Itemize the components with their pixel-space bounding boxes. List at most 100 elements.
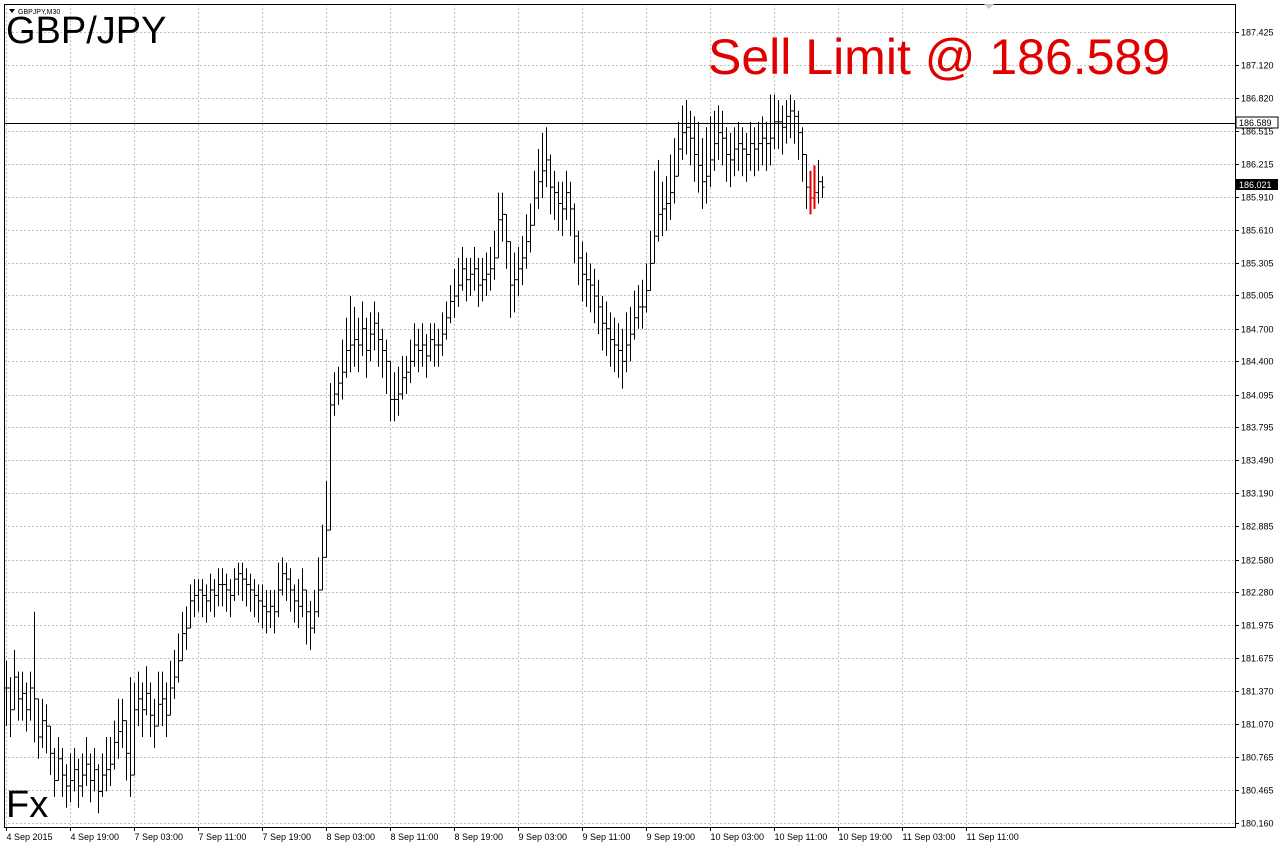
ohlc-bar[interactable] <box>24 682 29 732</box>
ohlc-bar[interactable] <box>572 203 577 264</box>
ohlc-bar[interactable] <box>764 121 769 171</box>
ohlc-bar[interactable] <box>668 154 673 220</box>
ohlc-bar[interactable] <box>608 312 613 367</box>
ohlc-bar[interactable] <box>36 698 41 759</box>
ohlc-bar[interactable] <box>660 181 665 237</box>
ohlc-bar[interactable] <box>392 372 397 422</box>
ohlc-bar[interactable] <box>488 247 493 291</box>
ohlc-bar[interactable] <box>528 203 533 253</box>
ohlc-bar[interactable] <box>364 317 369 378</box>
ohlc-bar[interactable] <box>180 611 185 662</box>
ohlc-bar[interactable] <box>536 149 541 209</box>
ohlc-bar[interactable] <box>148 682 153 737</box>
ohlc-bar[interactable] <box>260 584 265 629</box>
ohlc-bar[interactable] <box>144 666 149 716</box>
ohlc-bar[interactable] <box>656 159 661 242</box>
ohlc-bar[interactable] <box>280 557 285 596</box>
ohlc-bar[interactable] <box>88 753 93 803</box>
ohlc-bar[interactable] <box>356 317 361 373</box>
ohlc-bar[interactable] <box>376 312 381 367</box>
ohlc-bar[interactable] <box>208 573 213 612</box>
ohlc-bar[interactable] <box>404 355 409 395</box>
ohlc-bar[interactable] <box>460 247 465 291</box>
ohlc-bar[interactable] <box>56 736 61 782</box>
ohlc-bar[interactable] <box>288 568 293 612</box>
ohlc-bar[interactable] <box>616 323 621 378</box>
ohlc-bar[interactable] <box>800 127 805 182</box>
ohlc-bar[interactable] <box>716 105 721 160</box>
price-axis[interactable]: 187.425 187.120 186.820 186.515 186.215 185.9… <box>1235 28 1274 829</box>
ohlc-bar[interactable] <box>752 127 757 177</box>
ohlc-bar[interactable] <box>164 682 169 737</box>
ohlc-bar[interactable] <box>72 747 77 792</box>
ohlc-bar[interactable] <box>192 579 197 618</box>
ohlc-bar[interactable] <box>500 192 505 242</box>
ohlc-bar[interactable] <box>516 247 521 297</box>
ohlc-bar[interactable] <box>76 758 81 808</box>
ohlc-bar[interactable] <box>808 170 813 215</box>
ohlc-bar[interactable] <box>284 562 289 601</box>
ohlc-bar[interactable] <box>524 214 529 269</box>
ohlc-bar[interactable] <box>220 568 225 607</box>
ohlc-bar[interactable] <box>268 590 273 629</box>
ohlc-bar[interactable] <box>84 736 89 786</box>
ohlc-bar[interactable] <box>160 671 165 727</box>
ohlc-bar[interactable] <box>156 671 161 727</box>
ohlc-bar[interactable] <box>732 127 737 177</box>
ohlc-bar[interactable] <box>228 579 233 618</box>
ohlc-bar[interactable] <box>476 257 481 307</box>
ohlc-bar[interactable] <box>44 704 49 754</box>
chart-header[interactable]: GBPJPY,M30 <box>9 9 60 16</box>
ohlc-bar[interactable] <box>444 301 449 340</box>
ohlc-bar[interactable] <box>176 633 181 683</box>
ohlc-bar[interactable] <box>724 127 729 182</box>
ohlc-bar[interactable] <box>412 323 417 367</box>
ohlc-bar[interactable] <box>200 579 205 618</box>
ohlc-bar[interactable] <box>240 562 245 601</box>
ohlc-bars[interactable] <box>4 94 825 814</box>
ohlc-bar[interactable] <box>64 764 69 808</box>
ohlc-bar[interactable] <box>564 170 569 220</box>
ohlc-bar[interactable] <box>328 383 333 531</box>
ohlc-bar[interactable] <box>396 366 401 416</box>
ohlc-bar[interactable] <box>304 589 309 645</box>
ohlc-bar[interactable] <box>136 671 141 727</box>
ohlc-bar[interactable] <box>428 323 433 362</box>
ohlc-bar[interactable] <box>272 590 277 634</box>
ohlc-bar[interactable] <box>232 568 237 601</box>
ohlc-bar[interactable] <box>672 138 677 204</box>
ohlc-bar[interactable] <box>696 121 701 193</box>
ohlc-bar[interactable] <box>448 285 453 324</box>
ohlc-bar[interactable] <box>636 285 641 329</box>
ohlc-bar[interactable] <box>720 110 725 166</box>
ohlc-bar[interactable] <box>600 296 605 351</box>
ohlc-bar[interactable] <box>100 753 105 797</box>
ohlc-bar[interactable] <box>592 268 597 324</box>
ohlc-bar[interactable] <box>8 677 13 737</box>
ohlc-bar[interactable] <box>540 132 545 199</box>
ohlc-bar[interactable] <box>52 747 57 797</box>
ohlc-bar[interactable] <box>484 252 489 297</box>
ohlc-bar[interactable] <box>584 252 589 307</box>
ohlc-bar[interactable] <box>664 176 669 231</box>
ohlc-bar[interactable] <box>596 279 601 335</box>
ohlc-bar[interactable] <box>236 562 241 596</box>
ohlc-bar[interactable] <box>108 736 113 786</box>
ohlc-bar[interactable] <box>556 181 561 231</box>
ohlc-bar[interactable] <box>700 138 705 209</box>
ohlc-bar[interactable] <box>552 170 557 220</box>
ohlc-bar[interactable] <box>520 236 525 286</box>
ohlc-bar[interactable] <box>116 698 121 759</box>
time-axis[interactable]: 4 Sep 2015 4 Sep 19:00 7 Sep 03:00 7 Sep 11… <box>6 827 1019 842</box>
ohlc-bar[interactable] <box>352 306 357 367</box>
ohlc-bar[interactable] <box>408 339 413 384</box>
ohlc-bar[interactable] <box>512 252 517 313</box>
ohlc-bar[interactable] <box>388 360 393 422</box>
ohlc-bar[interactable] <box>400 355 405 400</box>
ohlc-bar[interactable] <box>140 682 145 737</box>
ohlc-bar[interactable] <box>452 268 457 318</box>
ohlc-bar[interactable] <box>464 257 469 302</box>
ohlc-bar[interactable] <box>568 181 573 237</box>
